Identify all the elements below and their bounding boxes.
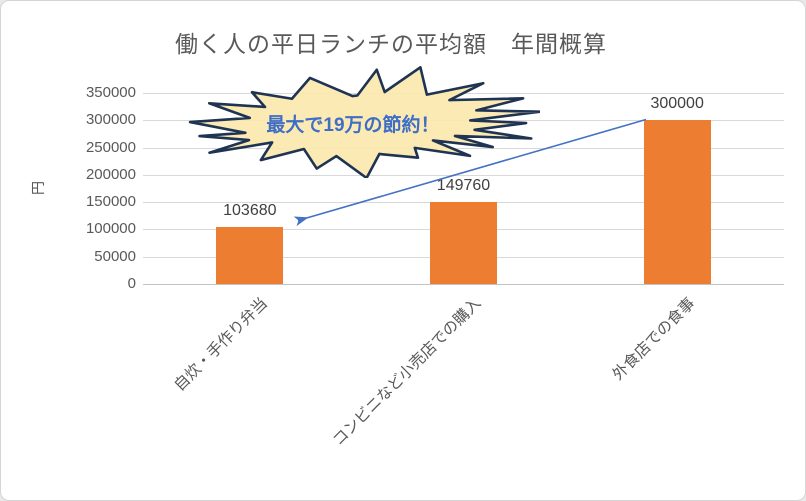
y-axis-tick-label: 0 bbox=[127, 275, 136, 292]
data-label: 149760 bbox=[436, 177, 491, 195]
x-axis-line bbox=[143, 284, 784, 285]
y-axis-tick-label: 350000 bbox=[85, 84, 136, 101]
chart-title: 働く人の平日ランチの平均額 年間概算 bbox=[175, 31, 607, 57]
x-axis-category-label: 自炊・手作り弁当 bbox=[170, 294, 271, 395]
bar-3[interactable] bbox=[643, 120, 711, 284]
x-axis-category-label: コンビニなど小売店での購入 bbox=[329, 294, 485, 450]
y-axis-tick-label: 250000 bbox=[85, 138, 136, 156]
bar-1[interactable] bbox=[216, 227, 284, 284]
data-label: 300000 bbox=[650, 95, 704, 113]
data-label: 103680 bbox=[223, 202, 277, 220]
y-axis-tick-label: 100000 bbox=[85, 220, 136, 238]
x-axis-category-label: 外食店での食事 bbox=[609, 294, 699, 384]
callout-text: 最大で19万の節約！ bbox=[266, 115, 440, 136]
y-axis-tick-label: 300000 bbox=[85, 111, 136, 129]
y-axis-tick-label: 200000 bbox=[85, 165, 136, 183]
y-axis-tick-label: 150000 bbox=[85, 193, 136, 211]
bar-2[interactable] bbox=[430, 202, 497, 284]
y-axis-tick-label: 50000 bbox=[94, 247, 136, 265]
